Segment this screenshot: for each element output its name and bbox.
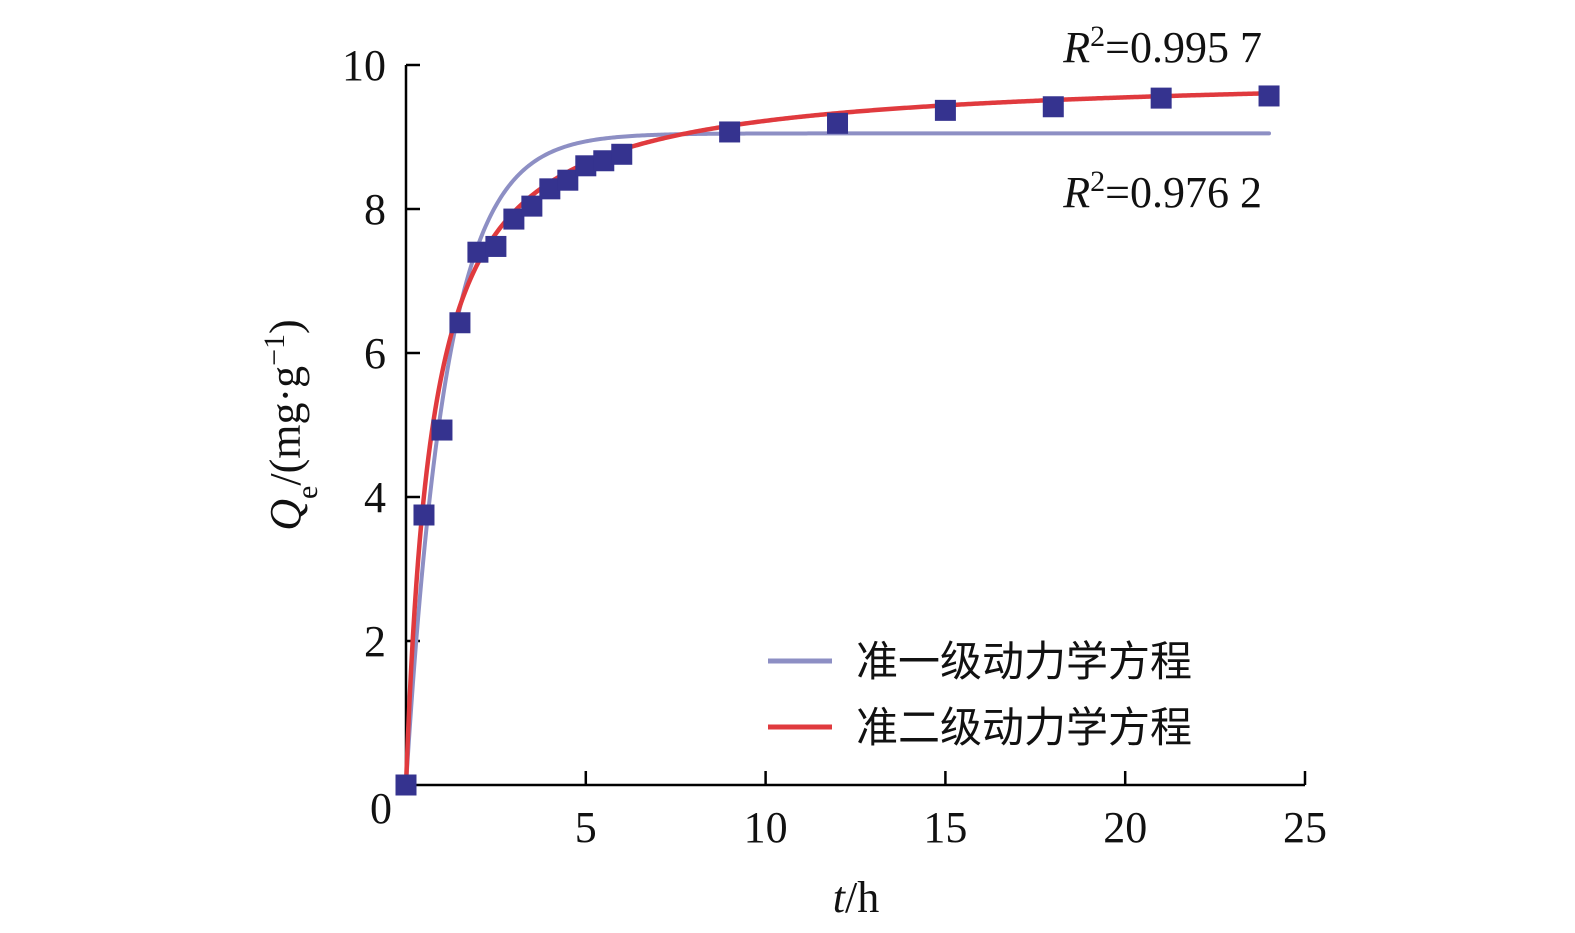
x-tick-label: 15 xyxy=(923,803,967,852)
legend: 准一级动力学方程 准二级动力学方程 xyxy=(768,637,1192,752)
fit-curve-pfo xyxy=(404,131,1272,787)
origin-label: 0 xyxy=(370,784,392,833)
data-point xyxy=(449,312,471,334)
data-point xyxy=(431,419,453,441)
y-axis-sub: e xyxy=(291,486,324,499)
y-tick-label: 2 xyxy=(364,617,386,666)
y-tick-label: 8 xyxy=(364,185,386,234)
y-axis-unit-sup: −1 xyxy=(258,334,291,366)
data-point xyxy=(575,155,597,177)
data-point xyxy=(611,143,633,165)
x-tick-label: 20 xyxy=(1103,803,1147,852)
y-axis-title: Qe/(mg·g−1) xyxy=(258,319,324,530)
data-point xyxy=(934,99,956,121)
data-point xyxy=(827,112,849,134)
x-ticks: 5 10 15 20 25 xyxy=(575,771,1327,852)
y-axis-unit-close: ) xyxy=(261,319,310,334)
data-point xyxy=(413,504,435,526)
r2-annotation-pfo: R2=0.976 2 xyxy=(1062,165,1262,218)
y-tick-label: 10 xyxy=(342,41,386,90)
legend-label-pso: 准二级动力学方程 xyxy=(856,703,1192,752)
data-point xyxy=(593,150,615,172)
y-tick-label: 6 xyxy=(364,329,386,378)
y-ticks: 2 4 6 8 10 xyxy=(342,41,420,666)
x-axis-unit: /h xyxy=(845,873,879,922)
data-point xyxy=(521,195,543,217)
data-points xyxy=(395,85,1280,796)
data-point xyxy=(719,121,741,143)
axes xyxy=(404,65,1305,787)
data-point xyxy=(395,774,417,796)
r2-annotation-pso: R2=0.995 7 xyxy=(1062,20,1262,73)
r2-pfo-symbol: R xyxy=(1062,168,1090,217)
y-axis-var: Q xyxy=(261,499,310,531)
x-tick-label: 25 xyxy=(1283,803,1327,852)
r2-pso-symbol: R xyxy=(1062,23,1090,72)
x-tick-label: 10 xyxy=(744,803,788,852)
r2-pso-sup: 2 xyxy=(1090,20,1105,53)
r2-pfo-value: =0.976 2 xyxy=(1105,168,1262,217)
data-point xyxy=(1258,85,1280,107)
r2-pso-value: =0.995 7 xyxy=(1105,23,1262,72)
x-axis-var: t xyxy=(833,873,847,922)
data-point xyxy=(503,208,525,230)
legend-label-pfo: 准一级动力学方程 xyxy=(856,637,1192,686)
y-axis-unit-open: /(mg·g xyxy=(261,366,310,486)
data-point xyxy=(1042,96,1064,118)
data-point xyxy=(557,169,579,191)
data-point xyxy=(467,241,489,263)
x-axis-title: t/h xyxy=(833,873,879,922)
x-tick-label: 5 xyxy=(575,803,597,852)
r2-pfo-sup: 2 xyxy=(1090,165,1105,198)
data-point xyxy=(1150,87,1172,109)
data-point xyxy=(539,178,561,200)
data-point xyxy=(485,235,507,257)
y-tick-label: 4 xyxy=(364,473,386,522)
